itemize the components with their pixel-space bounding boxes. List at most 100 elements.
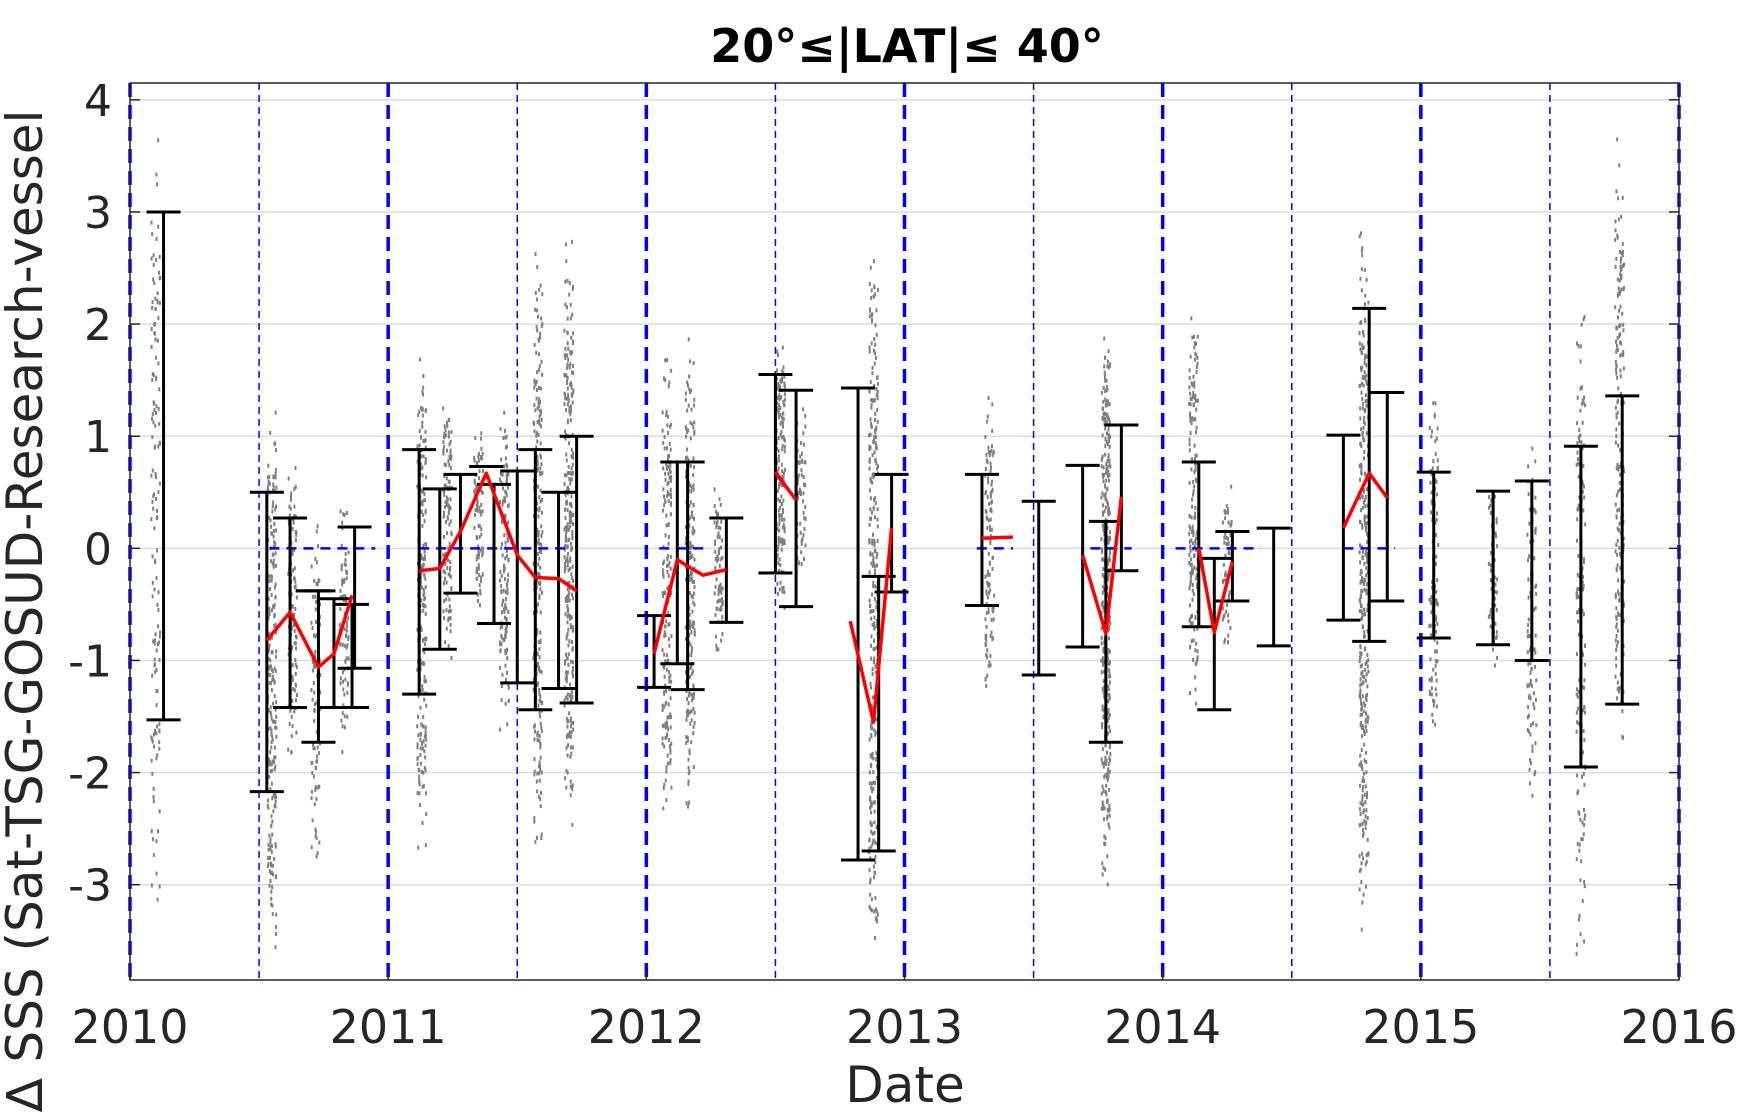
scatter-point [1433, 637, 1436, 642]
scatter-point [693, 579, 696, 584]
scatter-point [565, 636, 568, 641]
scatter-point [1535, 723, 1538, 728]
scatter-point [1360, 508, 1363, 513]
scatter-point [663, 744, 666, 749]
scatter-point [271, 561, 274, 566]
scatter-point [670, 422, 673, 427]
scatter-point [716, 554, 719, 559]
scatter-point [1432, 459, 1435, 464]
x-axis-ticks: 2010 2011 2012 2013 2014 2015 2016 [71, 970, 1738, 1054]
scatter-point [268, 833, 271, 838]
scatter-point [476, 484, 479, 489]
scatter-point [686, 408, 689, 413]
scatter-point [294, 579, 297, 584]
scatter-point [151, 232, 154, 237]
scatter-point [1191, 571, 1194, 576]
scatter-point [991, 487, 994, 492]
y-axis-label: ∆ SSS (Sat-TSG-GOSUD-Research-vessel [0, 110, 54, 1112]
scatter-point [783, 374, 786, 379]
scatter-point [661, 708, 664, 713]
scatter-point [985, 591, 988, 596]
scatter-point [686, 380, 689, 385]
scatter-point [271, 552, 274, 557]
scatter-point [1105, 478, 1108, 483]
scatter-point [293, 513, 296, 518]
scatter-point [289, 506, 292, 511]
scatter-point [989, 490, 992, 495]
scatter-point [876, 466, 879, 471]
scatter-point [1616, 552, 1619, 557]
scatter-point [1100, 626, 1103, 631]
scatter-point [505, 582, 508, 587]
scatter-point [442, 514, 445, 519]
error-bar [518, 448, 553, 712]
scatter-point [1109, 621, 1112, 626]
scatter-point [1103, 806, 1106, 811]
scatter-point [780, 429, 783, 434]
scatter-point [564, 396, 567, 401]
scatter-point [270, 713, 273, 718]
scatter-point [1365, 711, 1368, 716]
scatter-point [1102, 503, 1105, 508]
scatter-point [777, 508, 780, 513]
scatter-point [989, 517, 992, 522]
scatter-point [1360, 367, 1363, 372]
scatter-point [1575, 595, 1578, 600]
scatter-point [872, 800, 875, 805]
scatter-point [506, 587, 509, 592]
scatter-point [1101, 510, 1104, 515]
scatter-point [270, 524, 273, 529]
scatter-point [155, 871, 158, 876]
scatter-point [419, 574, 422, 579]
scatter-point [537, 581, 540, 586]
scatter-point [1431, 429, 1434, 434]
scatter-point [1619, 272, 1622, 277]
scatter-point [1615, 493, 1618, 498]
scatter-point [568, 734, 571, 739]
scatter-point [446, 501, 449, 506]
scatter-point [1361, 523, 1364, 528]
scatter-point [156, 689, 159, 694]
scatter-point [274, 844, 277, 849]
scatter-point [1526, 715, 1529, 720]
scatter-point [1191, 582, 1194, 587]
scatter-point [798, 460, 801, 465]
scatter-point [1361, 365, 1364, 370]
scatter-point [781, 542, 784, 547]
scatter-point [152, 420, 155, 425]
scatter-point [155, 668, 158, 673]
scatter-point [499, 640, 502, 645]
scatter-point [417, 733, 420, 738]
scatter-point [871, 841, 874, 846]
scatter-point [425, 636, 428, 641]
scatter-point [870, 405, 873, 410]
scatter-point [159, 275, 162, 280]
scatter-point [536, 419, 539, 424]
scatter-point [155, 731, 158, 736]
scatter-point [1617, 443, 1620, 448]
scatter-point [274, 707, 277, 712]
scatter-point [782, 424, 785, 429]
scatter-point [1534, 741, 1537, 746]
scatter-point [987, 445, 990, 450]
scatter-point [1194, 399, 1197, 404]
scatter-point [1527, 492, 1530, 497]
scatter-point [1431, 712, 1434, 717]
scatter-point [1358, 762, 1361, 767]
scatter-point [1195, 365, 1198, 370]
scatter-point [718, 535, 721, 540]
scatter-point [569, 734, 572, 739]
scatter-point [345, 624, 348, 629]
scatter-point [444, 640, 447, 645]
scatter-point [151, 306, 154, 311]
scatter-point [310, 688, 313, 693]
scatter-point [480, 436, 483, 441]
scatter-point [1614, 219, 1617, 224]
scatter-point [422, 543, 425, 548]
scatter-point [503, 609, 506, 614]
scatter-point [1366, 560, 1369, 565]
scatter-point [442, 451, 445, 456]
scatter-point [346, 682, 349, 687]
scatter-point [1103, 375, 1106, 380]
scatter-point [274, 764, 277, 769]
